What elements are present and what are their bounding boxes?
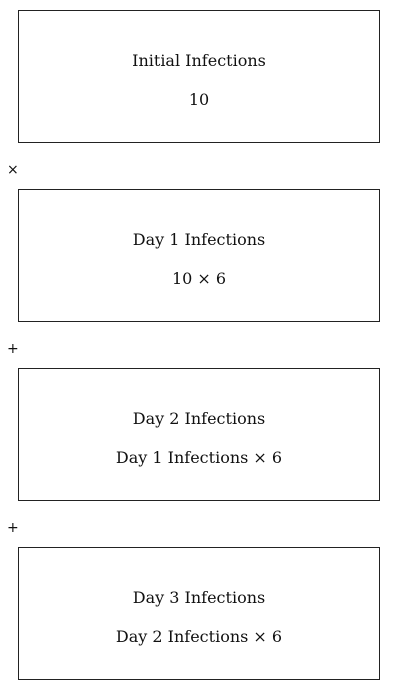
box-formula: 10 × 6: [171, 269, 227, 288]
initial-infections-box: Initial Infections 10: [18, 10, 380, 143]
box-title: Day 1 Infections: [132, 230, 266, 249]
box-title: Day 3 Infections: [132, 588, 266, 607]
plus-operator: +: [7, 520, 19, 536]
plus-operator: +: [7, 341, 19, 357]
box-formula: Day 2 Infections × 6: [115, 627, 283, 646]
day-1-infections-box: Day 1 Infections 10 × 6: [18, 189, 380, 322]
day-2-infections-box: Day 2 Infections Day 1 Infections × 6: [18, 368, 380, 501]
box-title: Day 2 Infections: [132, 409, 266, 428]
box-formula: Day 1 Infections × 6: [115, 448, 283, 467]
multiply-operator: ×: [7, 162, 19, 178]
day-3-infections-box: Day 3 Infections Day 2 Infections × 6: [18, 547, 380, 680]
box-formula: 10: [188, 90, 210, 109]
box-title: Initial Infections: [132, 51, 266, 70]
